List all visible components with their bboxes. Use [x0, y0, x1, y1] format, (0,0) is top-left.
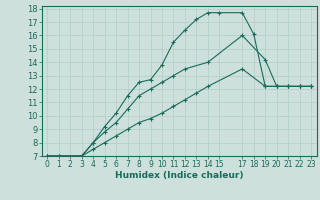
X-axis label: Humidex (Indice chaleur): Humidex (Indice chaleur): [115, 171, 244, 180]
